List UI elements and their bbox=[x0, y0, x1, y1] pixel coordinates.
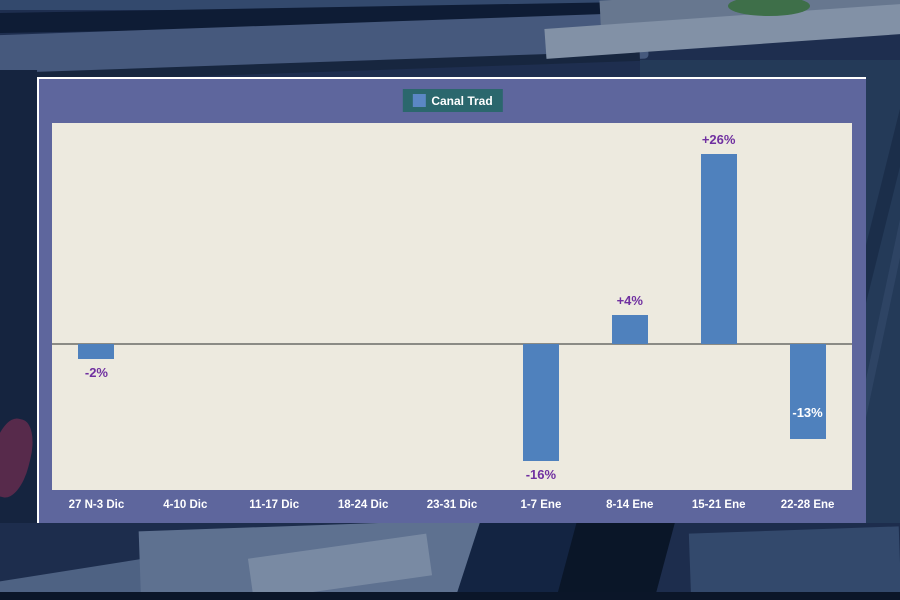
bar-15-21 Ene[interactable] bbox=[700, 154, 737, 344]
data-label: -16% bbox=[525, 466, 557, 482]
category-label: 18-24 Dic bbox=[337, 499, 389, 511]
data-label: +26% bbox=[701, 132, 736, 148]
category-label: 1-7 Ene bbox=[520, 499, 562, 511]
bar-27 N-3 Dic[interactable] bbox=[78, 344, 115, 359]
category-label: 22-28 Ene bbox=[780, 499, 835, 511]
category-label: 4-10 Dic bbox=[163, 499, 208, 511]
legend-series-label: Canal Trad bbox=[431, 93, 493, 108]
category-axis: 27 N-3 Dic 4-10 Dic 11-17 Dic 18-24 Dic 23-3… bbox=[52, 499, 852, 515]
data-label: -2% bbox=[84, 364, 108, 380]
bar-1-7 Ene[interactable] bbox=[522, 344, 559, 461]
wallpaper-shape bbox=[688, 526, 900, 600]
data-label: +4% bbox=[616, 292, 643, 308]
category-label: 15-21 Ene bbox=[691, 499, 746, 511]
zero-axis-line bbox=[52, 343, 852, 345]
category-label: 27 N-3 Dic bbox=[68, 499, 125, 511]
wallpaper-shape bbox=[728, 0, 810, 16]
bar-22-28 Ene[interactable] bbox=[789, 344, 826, 439]
wallpaper-shape bbox=[0, 592, 900, 600]
chart-window[interactable]: Canal Trad -2% -16% +4% +26% -13% 27 N-3 Dic… bbox=[37, 77, 866, 523]
data-label: -13% bbox=[792, 404, 823, 420]
legend-series-marker bbox=[412, 94, 426, 107]
plot-area: -2% -16% +4% +26% -13% bbox=[52, 123, 852, 490]
category-label: 23-31 Dic bbox=[426, 499, 478, 511]
category-label: 8-14 Ene bbox=[606, 499, 654, 511]
category-label: 11-17 Dic bbox=[249, 499, 300, 511]
bar-8-14 Ene[interactable] bbox=[611, 314, 648, 344]
chart-legend[interactable]: Canal Trad bbox=[402, 89, 503, 112]
